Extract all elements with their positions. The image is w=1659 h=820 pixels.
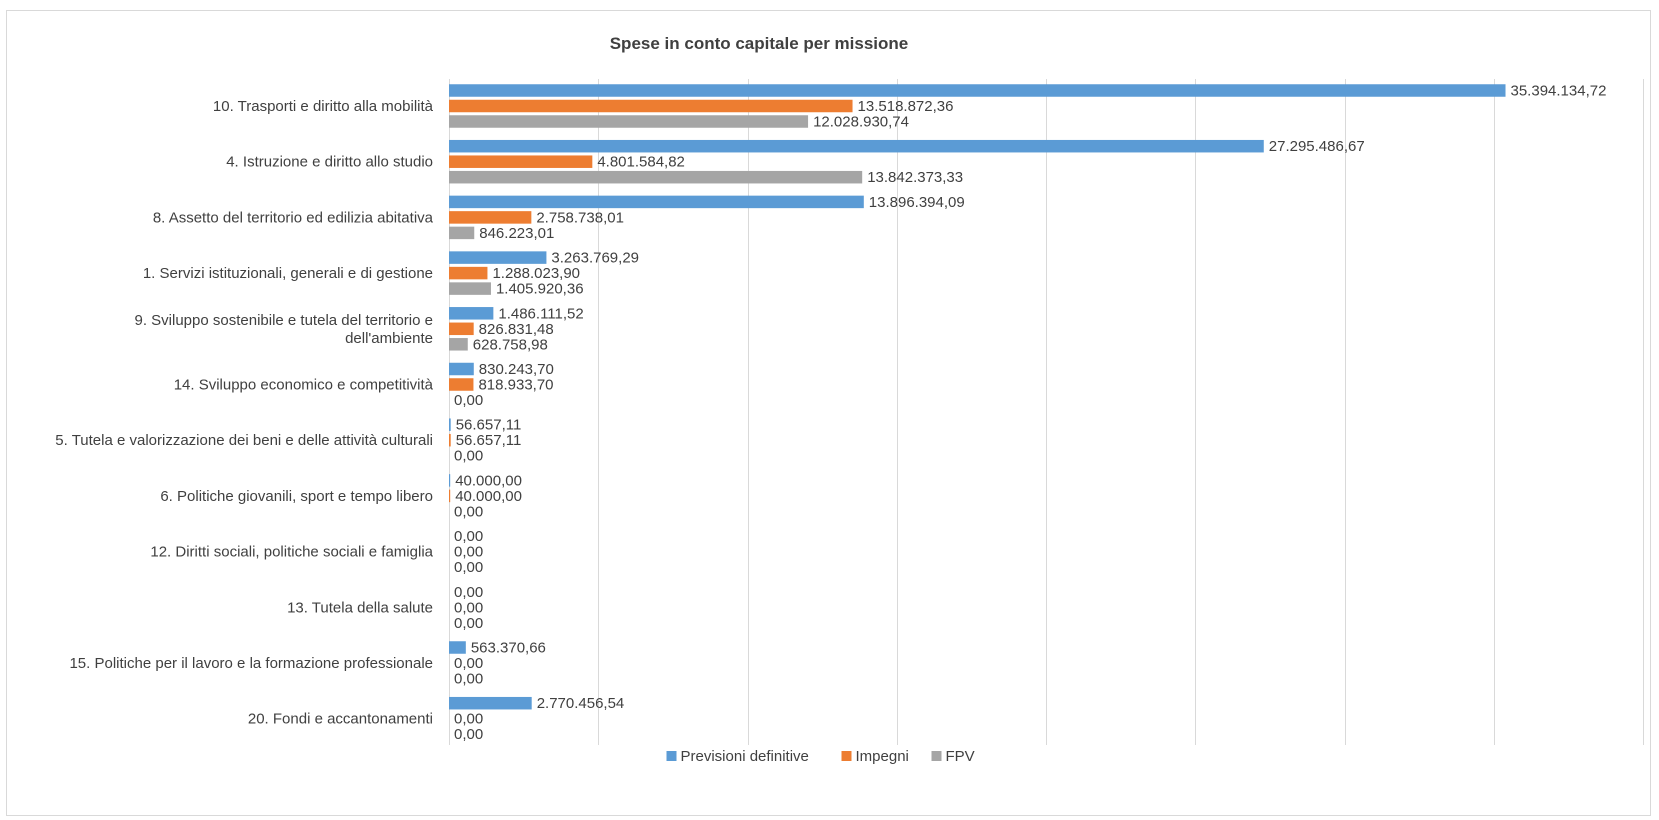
category-label-line: dell'ambiente [345,330,433,347]
data-label: 3.263.769,29 [551,250,639,267]
category-label: 10. Trasporti e diritto alla mobilità [213,98,434,115]
data-label: 0,00 [454,671,483,688]
category-label-line: 20. Fondi e accantonamenti [248,711,433,728]
bar-fpv [449,282,491,295]
data-label: 0,00 [454,711,483,728]
category-label-line: 12. Diritti sociali, politiche sociali e… [150,544,433,561]
category-label-line: 9. Sviluppo sostenibile e tutela del ter… [134,312,433,329]
data-label: 826.831,48 [479,321,554,338]
data-label: 13.842.373,33 [867,169,963,186]
data-label: 1.288.023,90 [492,265,580,282]
legend-label: Previsioni definitive [681,748,809,765]
data-label: 0,00 [454,615,483,632]
data-label: 1.486.111,52 [498,305,583,322]
data-label: 563.370,66 [471,640,546,657]
category-axis: 10. Trasporti e diritto alla mobilità 4. … [55,98,433,728]
bar-previsioni-definitive [449,251,547,264]
data-label: 56.657,11 [456,417,522,434]
chart-frame: Spese in conto capitale per missione 35.… [6,10,1651,816]
bar-fpv [449,338,468,351]
category-label-line: 4. Istruzione e diritto allo studio [226,154,433,171]
bar-previsioni-definitive [449,641,466,654]
data-label: 13.896.394,09 [869,194,965,211]
bar-impegni [449,99,853,113]
bar-previsioni-definitive [449,84,1506,97]
data-label: 0,00 [454,655,483,672]
bar-fpv [449,170,863,184]
data-label: 40.000,00 [455,488,522,505]
data-label: 13.518.872,36 [858,98,954,115]
category-label: 4. Istruzione e diritto allo studio [226,154,433,171]
data-label: 12.028.930,74 [813,114,909,131]
bar-previsioni-definitive [449,474,451,487]
data-label: 0,00 [454,544,483,561]
data-label: 0,00 [454,392,483,409]
data-label: 1.405.920,36 [496,281,584,298]
data-label: 0,00 [454,599,483,616]
bar-impegni [449,155,593,168]
data-label: 56.657,11 [456,432,522,449]
data-label: 4.801.584,82 [597,154,685,171]
data-label: 2.770.456,54 [537,695,625,712]
category-label: 8. Assetto del territorio ed edilizia ab… [153,209,434,226]
legend: Previsioni definitive Impegni FPV [666,748,975,765]
data-label: 0,00 [454,528,483,545]
legend-label: Impegni [856,748,909,765]
bar-previsioni-definitive [449,139,1264,153]
legend-swatch [931,751,942,761]
legend-label: FPV [946,748,975,765]
category-label: 12. Diritti sociali, politiche sociali e… [150,544,433,561]
grid-layer [449,79,1644,745]
data-label: 2.758.738,01 [536,209,624,226]
chart-title: Spese in conto capitale per missione [610,34,909,53]
category-label: 5. Tutela e valorizzazione dei beni e de… [55,432,433,449]
bar-fpv [449,226,475,240]
data-label: 40.000,00 [455,472,522,489]
bar-fpv [449,115,809,128]
category-label: 14. Sviluppo economico e competitività [174,377,434,394]
category-label-line: 5. Tutela e valorizzazione dei beni e de… [55,432,433,449]
data-label: 0,00 [454,584,483,601]
legend-swatch [666,751,677,761]
data-label: 27.295.486,67 [1269,138,1365,155]
bar-previsioni-definitive [449,418,451,431]
category-label: 15. Politiche per il lavoro e la formazi… [69,655,433,672]
category-label-line: 15. Politiche per il lavoro e la formazi… [69,655,433,672]
data-label: 846.223,01 [479,225,554,242]
category-label-line: 10. Trasporti e diritto alla mobilità [213,98,434,115]
data-label: 628.758,98 [473,336,548,353]
bar-impegni [449,266,488,280]
category-label: 6. Politiche giovanili, sport e tempo li… [160,488,433,505]
bar-impegni [449,433,451,447]
category-label: 13. Tutela della salute [287,599,433,616]
bar-previsioni-definitive [449,362,474,376]
category-label-line: 1. Servizi istituzionali, generali e di … [143,265,433,282]
category-label: 1. Servizi istituzionali, generali e di … [143,265,433,282]
data-label: 0,00 [454,503,483,520]
data-label: 0,00 [454,726,483,743]
bar-impegni [449,211,532,224]
bar-layer [449,84,1506,710]
data-label: 818.933,70 [478,377,553,394]
bar-impegni [449,322,474,336]
category-label-line: 6. Politiche giovanili, sport e tempo li… [160,488,433,505]
data-label: 35.394.134,72 [1511,83,1607,100]
legend-swatch [841,751,852,761]
chart-svg: Spese in conto capitale per missione 35.… [55,34,1644,765]
data-label: 0,00 [454,559,483,576]
data-label: 830.243,70 [479,361,554,378]
bar-previsioni-definitive [449,696,532,710]
bar-impegni [449,489,451,503]
bar-previsioni-definitive [449,195,864,209]
category-label: 9. Sviluppo sostenibile e tutela del ter… [134,312,433,347]
bar-impegni [449,378,474,391]
bar-previsioni-definitive [449,307,494,320]
category-label-line: 8. Assetto del territorio ed edilizia ab… [153,209,434,226]
data-label: 0,00 [454,448,483,465]
category-label: 20. Fondi e accantonamenti [248,711,433,728]
category-label-line: 13. Tutela della salute [287,599,433,616]
category-label-line: 14. Sviluppo economico e competitività [174,377,434,394]
